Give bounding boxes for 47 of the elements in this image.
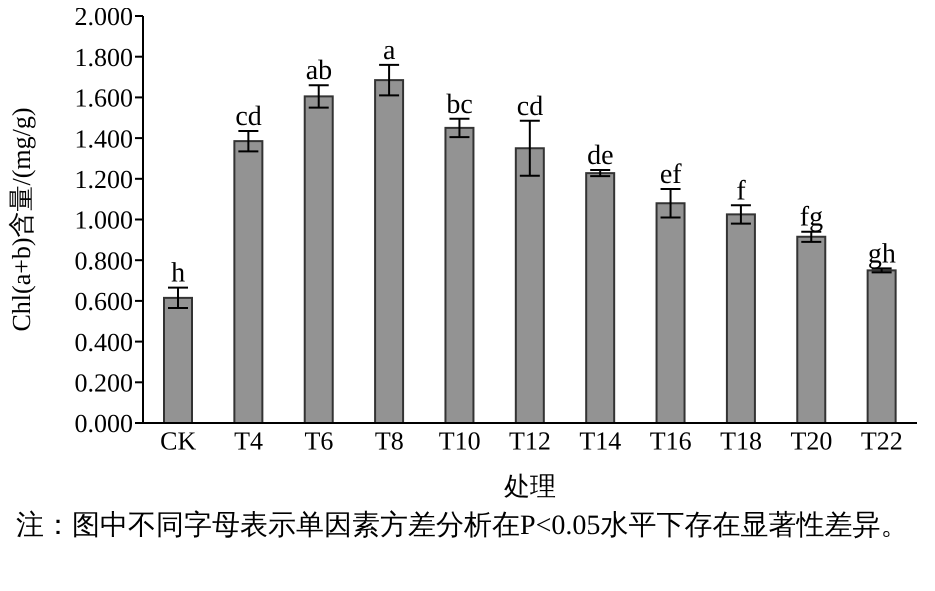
bar bbox=[514, 147, 545, 423]
bar bbox=[444, 126, 474, 423]
bar bbox=[163, 296, 193, 423]
annotation: de bbox=[587, 140, 614, 172]
x-tick-label: T14 bbox=[579, 426, 622, 456]
bar bbox=[585, 172, 616, 423]
bar bbox=[374, 79, 404, 423]
y-tick-label: 0.400 bbox=[74, 328, 133, 357]
y-tick-label: 0.200 bbox=[74, 368, 133, 398]
annotation: cd bbox=[516, 90, 544, 122]
annotation: gh bbox=[868, 238, 896, 270]
bar bbox=[304, 95, 334, 423]
y-tick-label: 1.000 bbox=[74, 206, 133, 235]
x-tick-label: T6 bbox=[304, 426, 334, 456]
annotation: ab bbox=[306, 55, 332, 86]
x-tick-label: CK bbox=[160, 426, 196, 456]
annotation: ef bbox=[660, 158, 682, 190]
text: 注：图中不同字母表示单因素方差分析在P<0.05水平下存在显著性差异。 bbox=[15, 509, 910, 543]
y-tick-label: 1.400 bbox=[74, 124, 133, 154]
y-tick-label: 2.000 bbox=[74, 2, 133, 32]
x-tick-label: T16 bbox=[650, 426, 692, 456]
annotation: fg bbox=[800, 202, 824, 233]
bar bbox=[233, 140, 264, 423]
x-tick-label: T10 bbox=[438, 426, 481, 456]
x-tick-label: T4 bbox=[234, 426, 263, 456]
y-tick-label: 1.800 bbox=[74, 42, 133, 72]
annotation: f bbox=[736, 175, 746, 206]
annotation: a bbox=[383, 34, 396, 66]
y-tick-label: 0.000 bbox=[74, 409, 133, 438]
y-tick-label: 0.600 bbox=[74, 287, 133, 316]
bar bbox=[796, 236, 826, 423]
bar bbox=[866, 269, 897, 423]
annotation: bc bbox=[446, 88, 473, 120]
x-axis-title: 处理 bbox=[504, 472, 556, 501]
x-tick-label: T12 bbox=[509, 426, 551, 456]
x-tick-label: T22 bbox=[860, 426, 903, 456]
y-tick-label: 0.800 bbox=[74, 246, 133, 276]
bar bbox=[656, 202, 686, 423]
y-tick-label: 1.600 bbox=[74, 84, 133, 113]
annotation: cd bbox=[235, 100, 262, 132]
x-tick-label: T18 bbox=[720, 426, 762, 456]
x-tick-label: T8 bbox=[374, 426, 404, 456]
x-tick-label: T20 bbox=[790, 426, 832, 456]
bar bbox=[726, 213, 756, 423]
annotation: h bbox=[171, 258, 186, 289]
y-axis-title: Chl(a+b)含量/(mg/g) bbox=[7, 107, 36, 332]
y-tick-label: 1.200 bbox=[74, 165, 133, 194]
